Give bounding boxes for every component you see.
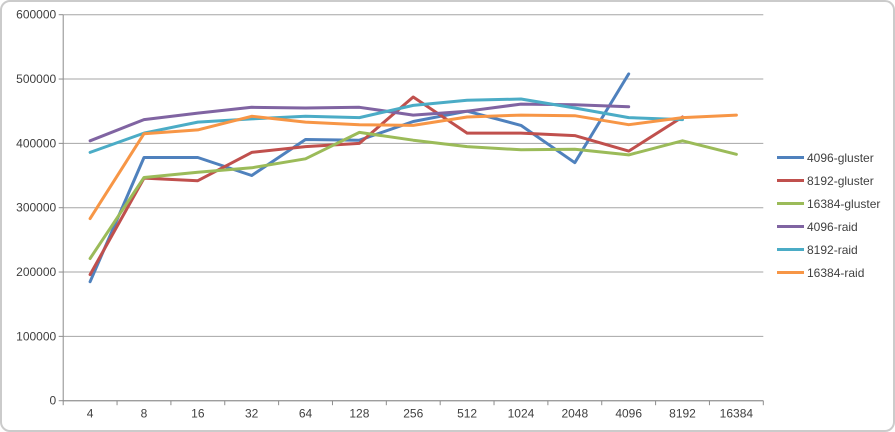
legend-label: 16384-gluster [807,196,881,211]
x-axis-tick-label: 32 [245,407,259,421]
y-axis-tick-label: 500000 [16,72,56,86]
legend-line-swatch [777,225,804,228]
legend-item: 8192-gluster [777,169,880,192]
legend-line-swatch [777,156,804,159]
legend-label: 4096-raid [807,219,858,234]
x-axis-tick-label: 4 [87,407,94,421]
series-line-16384-gluster [88,130,738,260]
legend-line-swatch [777,179,804,182]
series-line-16384-raid [88,113,738,221]
legend-label: 16384-raid [807,265,865,280]
series-line-4096-raid [88,102,631,143]
y-axis-tick-label: 100000 [16,329,56,343]
legend-label: 8192-raid [807,242,858,257]
legend-item: 16384-raid [777,261,880,284]
legend-item: 4096-gluster [777,146,880,169]
x-axis-tick-label: 64 [299,407,313,421]
x-axis-tick-label: 1024 [508,407,535,421]
legend-line-swatch [777,271,804,274]
series-line-4096-gluster [88,72,631,284]
y-axis-tick-label: 0 [50,394,57,408]
series-line-8192-gluster [88,95,684,277]
legend-item: 8192-raid [777,238,880,261]
legend-item: 4096-raid [777,215,880,238]
x-axis-tick-label: 256 [403,407,423,421]
y-axis-tick-label: 300000 [16,201,56,215]
legend-line-swatch [777,248,804,251]
x-axis-tick-label: 16 [191,407,205,421]
x-axis-tick-label: 128 [349,407,369,421]
y-axis-tick-label: 400000 [16,136,56,150]
x-axis-tick-label: 512 [457,407,477,421]
legend-label: 8192-gluster [807,173,874,188]
x-axis-tick-label: 2048 [561,407,588,421]
x-axis-tick-label: 8192 [669,407,696,421]
y-axis-tick-label: 600000 [16,8,56,22]
legend-line-swatch [777,202,804,205]
series-line-8192-raid [88,97,684,154]
y-axis-tick-label: 200000 [16,265,56,279]
legend-item: 16384-gluster [777,192,880,215]
chart-legend: 4096-gluster 8192-gluster 16384-gluster … [777,146,880,284]
x-axis-tick-label: 8 [141,407,148,421]
legend-label: 4096-gluster [807,150,874,165]
x-axis-tick-label: 4096 [615,407,642,421]
x-axis-tick-label: 16384 [720,407,754,421]
